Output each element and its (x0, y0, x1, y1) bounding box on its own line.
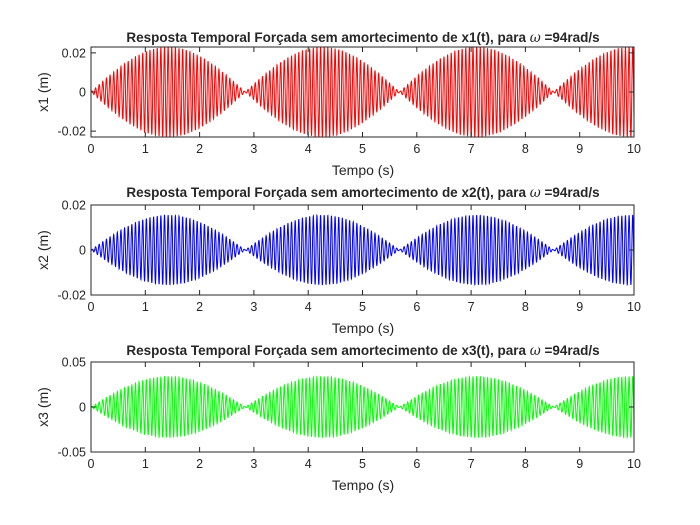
plot-clip (91, 47, 634, 137)
x-tick-label: 8 (522, 300, 529, 314)
x-axis-ticks: 0 1 2 3 4 5 6 7 8 9 10 (88, 205, 641, 314)
x-tick-label: 8 (522, 457, 529, 471)
y-tick-label: 0 (79, 401, 86, 415)
x-tick-label: 5 (359, 142, 366, 156)
y-axis-ticks: -0.05 0 0.05 (58, 356, 634, 460)
x-tick-label: 2 (196, 300, 203, 314)
x-tick-label: 6 (413, 300, 420, 314)
x-tick-label: 1 (142, 300, 149, 314)
x-tick-label: 5 (359, 457, 366, 471)
x-tick-label: 1 (142, 457, 149, 471)
x-tick-label: 1 (142, 142, 149, 156)
chart-title: Resposta Temporal Forçada sem amortecime… (126, 185, 599, 201)
series-line-x2 (91, 213, 634, 287)
x-tick-label: 7 (468, 457, 475, 471)
x-tick-label: 4 (305, 457, 312, 471)
x-tick-label: 0 (88, 142, 95, 156)
y-tick-label: 0.02 (62, 199, 86, 213)
x-tick-label: 3 (250, 300, 257, 314)
y-axis-label: x3 (m) (35, 387, 51, 427)
chart-title: Resposta Temporal Forçada sem amortecime… (126, 343, 599, 359)
x-tick-label: 9 (576, 300, 583, 314)
y-tick-label: 0.02 (62, 46, 86, 60)
x-tick-label: 9 (576, 457, 583, 471)
y-tick-label: -0.02 (58, 125, 87, 139)
plot-clip (91, 375, 634, 439)
x-tick-label: 8 (522, 142, 529, 156)
x-tick-label: 0 (88, 457, 95, 471)
x-tick-label: 2 (196, 457, 203, 471)
subplot-x2: Resposta Temporal Forçada sem amortecime… (35, 185, 641, 336)
x-tick-label: 6 (413, 457, 420, 471)
plot-clip (91, 213, 634, 287)
y-tick-label: 0 (79, 244, 86, 258)
x-tick-label: 10 (627, 300, 641, 314)
plot-area (90, 204, 635, 296)
plot-area (90, 361, 635, 453)
x-tick-label: 7 (468, 142, 475, 156)
x-axis-label: Tempo (s) (332, 320, 394, 336)
series-line-x3 (91, 375, 634, 439)
x-tick-label: 7 (468, 300, 475, 314)
y-tick-label: -0.05 (58, 446, 87, 460)
x-tick-label: 0 (88, 300, 95, 314)
x-tick-label: 4 (305, 142, 312, 156)
subplot-x3: Resposta Temporal Forçada sem amortecime… (35, 343, 641, 493)
x-tick-label: 3 (250, 457, 257, 471)
x-tick-label: 10 (627, 142, 641, 156)
x-tick-label: 6 (413, 142, 420, 156)
subplot-x1: Resposta Temporal Forçada sem amortecime… (35, 30, 641, 178)
x-tick-label: 9 (576, 142, 583, 156)
y-tick-label: -0.02 (58, 289, 87, 303)
y-tick-label: 0.05 (62, 356, 86, 370)
x-tick-label: 3 (250, 142, 257, 156)
x-axis-ticks: 0 1 2 3 4 5 6 7 8 9 10 (88, 362, 641, 471)
x-axis-label: Tempo (s) (332, 477, 394, 493)
x-tick-label: 2 (196, 142, 203, 156)
y-axis-label: x1 (m) (35, 72, 51, 112)
y-axis-label: x2 (m) (35, 230, 51, 270)
x-axis-label: Tempo (s) (332, 162, 394, 178)
plot-area (90, 46, 635, 138)
y-axis-ticks: -0.02 0 0.02 (58, 199, 634, 303)
x-tick-label: 5 (359, 300, 366, 314)
x-tick-label: 4 (305, 300, 312, 314)
y-axis-ticks: -0.02 0 0.02 (58, 46, 634, 139)
x-tick-label: 10 (627, 457, 641, 471)
series-line-x1 (91, 47, 634, 137)
y-tick-label: 0 (79, 86, 86, 100)
x-axis-ticks: 0 1 2 3 4 5 6 7 8 9 10 (88, 47, 641, 156)
chart-title: Resposta Temporal Forçada sem amortecime… (126, 30, 599, 46)
